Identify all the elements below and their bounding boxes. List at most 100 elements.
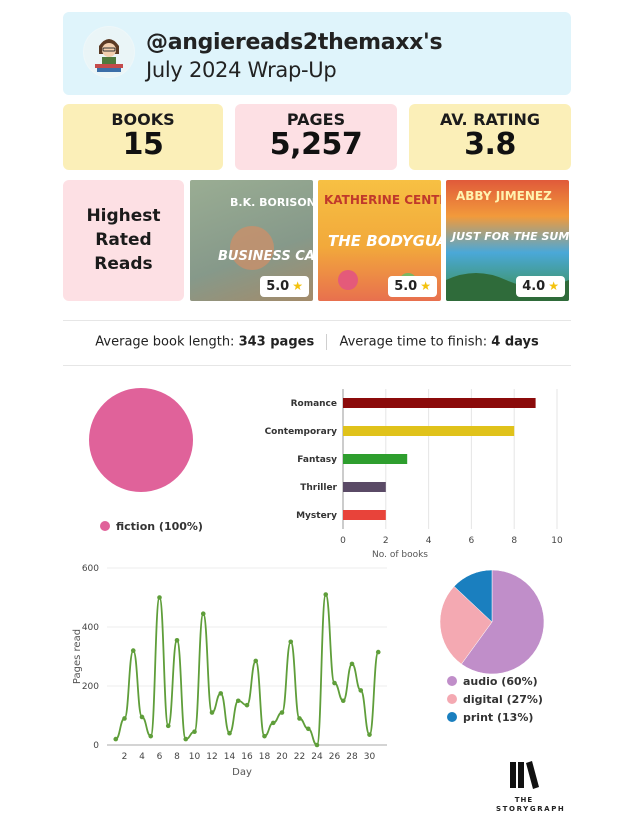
data-point bbox=[270, 720, 276, 726]
cover-title: BUSINESS CASUAL bbox=[218, 249, 313, 264]
star-icon: ★ bbox=[292, 279, 303, 293]
pie-slice bbox=[453, 569, 493, 623]
data-point bbox=[253, 658, 259, 664]
data-point bbox=[174, 637, 180, 643]
pie-slice bbox=[439, 586, 493, 665]
label-line: Rated bbox=[95, 230, 152, 250]
storygraph-logo-icon bbox=[510, 761, 539, 789]
category-label: Fantasy bbox=[297, 455, 337, 465]
divider bbox=[63, 365, 571, 366]
stat-books: BOOKS 15 bbox=[63, 104, 223, 170]
x-tick-label: 18 bbox=[259, 752, 271, 762]
data-point bbox=[235, 698, 241, 704]
book-cover-3[interactable]: ABBY JIMENEZ JUST FOR THE SUMMER 4.0★ bbox=[446, 180, 569, 301]
bar bbox=[343, 510, 386, 520]
x-tick-label: 14 bbox=[224, 752, 236, 762]
x-tick-label: 20 bbox=[276, 752, 288, 762]
category-label: Contemporary bbox=[265, 427, 338, 437]
x-tick-label: 8 bbox=[174, 752, 180, 762]
data-point bbox=[165, 723, 171, 729]
pie-slice-fiction bbox=[89, 388, 193, 492]
data-point bbox=[148, 733, 154, 739]
x-tick-label: 4 bbox=[426, 536, 432, 546]
rating-badge: 5.0 ★ bbox=[388, 276, 437, 297]
stat-label: BOOKS bbox=[111, 110, 175, 129]
highest-rated-label: Highest Rated Reads bbox=[63, 204, 184, 276]
x-tick-label: 6 bbox=[157, 752, 163, 762]
avg-length-value: 343 pages bbox=[238, 334, 315, 350]
x-tick-label: 0 bbox=[340, 536, 346, 546]
avg-time-label: Average time to finish: bbox=[339, 334, 488, 350]
data-point bbox=[288, 639, 294, 645]
avg-length-label: Average book length: bbox=[95, 334, 235, 350]
x-tick-label: 4 bbox=[139, 752, 145, 762]
x-tick-label: 10 bbox=[189, 752, 201, 762]
book-cover-1[interactable]: B.K. BORISON BUSINESS CASUAL 5.0★ bbox=[190, 180, 313, 301]
category-label: Romance bbox=[291, 399, 337, 409]
y-tick-label: 400 bbox=[82, 623, 99, 633]
data-point bbox=[349, 661, 355, 667]
data-point bbox=[183, 736, 189, 742]
star-icon: ★ bbox=[420, 279, 431, 293]
legend-dot bbox=[100, 521, 110, 531]
legend-item-fiction: fiction (100%) bbox=[100, 520, 203, 533]
brand-line1: THE bbox=[514, 796, 534, 804]
avatar bbox=[83, 26, 135, 78]
x-tick-label: 26 bbox=[329, 752, 341, 762]
cover-title: THE BODYGUARD bbox=[328, 232, 441, 250]
highest-rated-panel bbox=[63, 180, 184, 301]
x-tick-label: 2 bbox=[122, 752, 128, 762]
legend-label: audio (60%) bbox=[463, 675, 538, 688]
stat-label: AV. RATING bbox=[439, 110, 541, 129]
book-cover-2[interactable]: KATHERINE CENTER THE BODYGUARD 5.0★ bbox=[318, 180, 441, 301]
reader-avatar-icon bbox=[84, 27, 134, 77]
data-point bbox=[340, 698, 346, 704]
data-point bbox=[323, 592, 329, 597]
cover-art: B.K. BORISON BUSINESS CASUAL bbox=[218, 196, 313, 270]
stat-value: 3.8 bbox=[464, 127, 516, 162]
x-tick-label: 30 bbox=[364, 752, 376, 762]
data-point bbox=[375, 649, 381, 655]
legend-dot bbox=[447, 694, 457, 704]
data-point bbox=[305, 726, 311, 732]
data-point bbox=[192, 729, 197, 735]
wrap-up-title: July 2024 Wrap-Up bbox=[146, 58, 337, 82]
legend-item-print: print (13%) bbox=[447, 711, 543, 724]
label-line: Highest bbox=[86, 206, 161, 226]
y-tick-label: 0 bbox=[93, 741, 99, 751]
x-tick-label: 6 bbox=[469, 536, 475, 546]
x-tick-label: 2 bbox=[383, 536, 389, 546]
legend-dot bbox=[447, 676, 457, 686]
bar bbox=[343, 398, 536, 408]
data-point bbox=[218, 691, 224, 696]
data-point bbox=[332, 680, 337, 686]
x-tick-label: 22 bbox=[294, 752, 305, 762]
legend-dot bbox=[447, 712, 457, 722]
cover-author: B.K. BORISON bbox=[230, 196, 313, 209]
cover-title: JUST FOR THE SUMMER bbox=[450, 230, 569, 243]
data-point bbox=[209, 710, 215, 715]
legend-label: fiction (100%) bbox=[116, 520, 203, 533]
stat-label: PAGES bbox=[286, 110, 346, 129]
data-point bbox=[367, 732, 372, 737]
data-point bbox=[358, 688, 364, 693]
star-icon: ★ bbox=[548, 279, 559, 293]
x-tick-label: 12 bbox=[206, 752, 217, 762]
avg-time-value: 4 days bbox=[491, 334, 539, 350]
data-point bbox=[200, 611, 206, 617]
divider bbox=[63, 320, 571, 321]
rating-badge: 5.0 ★ bbox=[260, 276, 309, 297]
x-tick-label: 16 bbox=[241, 752, 253, 762]
data-point bbox=[227, 730, 232, 736]
data-point bbox=[157, 595, 162, 600]
cover-author: ABBY JIMENEZ bbox=[456, 189, 552, 203]
data-point bbox=[139, 714, 145, 720]
bar bbox=[343, 426, 515, 436]
stat-value: 15 bbox=[122, 127, 164, 162]
legend-item-audio: audio (60%) bbox=[447, 675, 543, 688]
divider bbox=[326, 334, 328, 350]
bar bbox=[343, 482, 386, 492]
data-point bbox=[262, 733, 267, 739]
x-axis-label: No. of books bbox=[372, 550, 428, 560]
